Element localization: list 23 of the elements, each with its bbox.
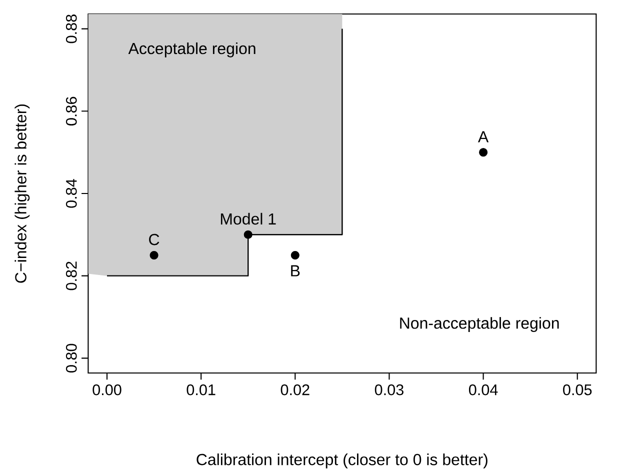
- annotation: Acceptable region: [128, 42, 256, 58]
- annotation: Non-acceptable region: [400, 317, 559, 332]
- point: [290, 250, 300, 260]
- y-axis-title: C−index (higher is better): [14, 104, 30, 283]
- x-tick-label: 0.03: [374, 384, 404, 396]
- x-tick-label: 0.02: [280, 384, 310, 396]
- point: [150, 250, 158, 260]
- y-tick-label: 0.86: [66, 96, 77, 126]
- annotation: B: [291, 265, 300, 276]
- x-tick-label: 0.01: [186, 384, 216, 396]
- y-tick-label: 0.80: [66, 344, 77, 372]
- annotation: Model 1: [220, 212, 276, 225]
- y-tick-label: 0.82: [66, 262, 77, 290]
- point: [479, 148, 488, 157]
- annotation: A: [478, 131, 489, 142]
- annotation: C: [149, 234, 160, 246]
- y-tick-label: 0.88: [66, 14, 77, 44]
- point: [244, 230, 252, 239]
- x-axis-title: Calibration intercept (closer to 0 is better): [196, 453, 488, 468]
- x-tick-label: 0.04: [468, 384, 498, 396]
- x-tick-label: 0.00: [92, 384, 122, 396]
- x-tick-label: 0.05: [563, 384, 592, 396]
- y-tick-label: 0.84: [66, 179, 77, 208]
